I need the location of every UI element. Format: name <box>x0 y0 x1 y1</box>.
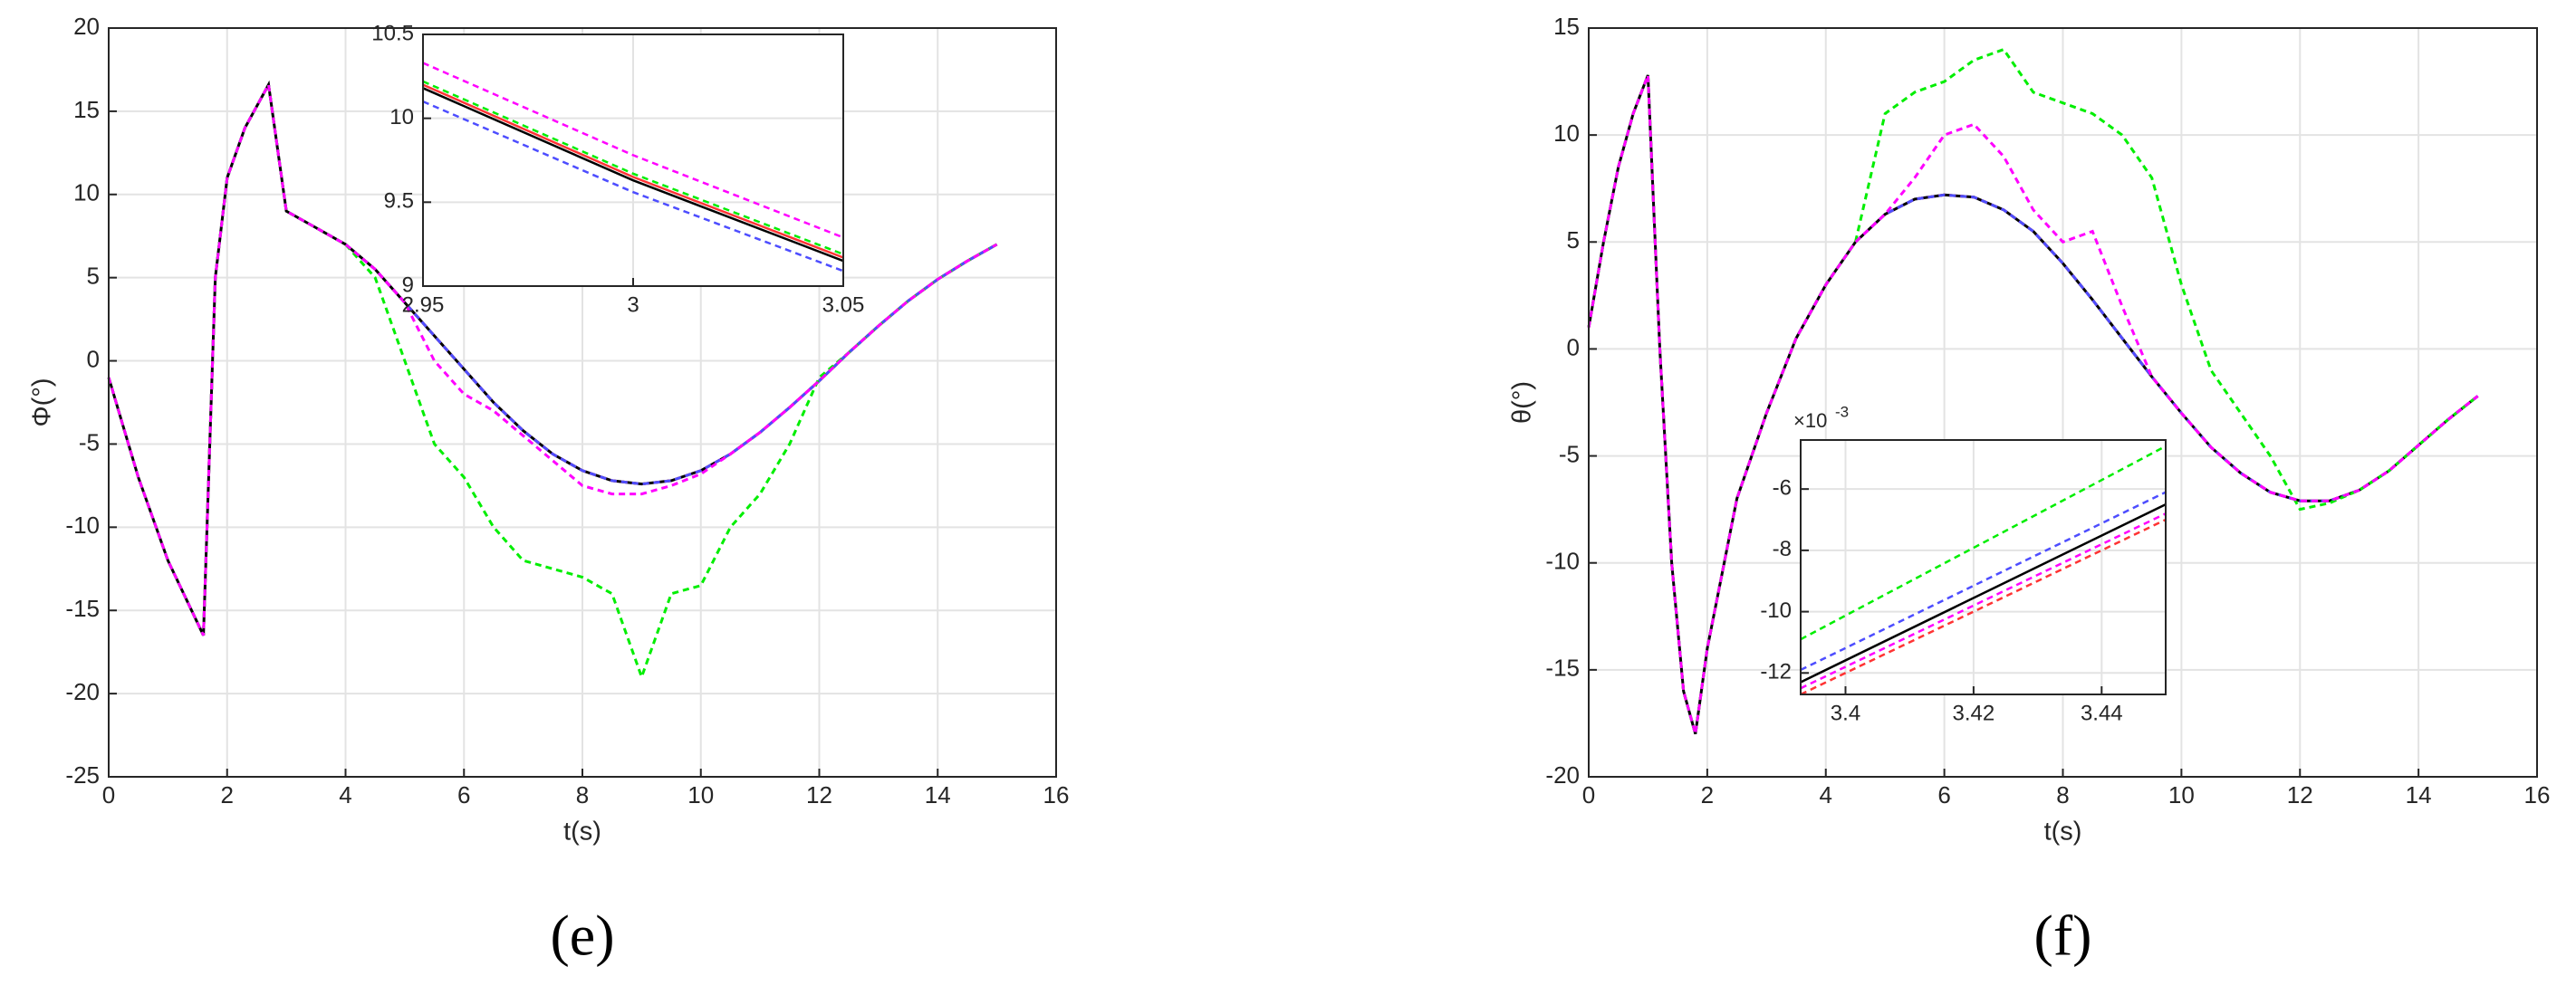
caption: (e) <box>550 904 614 968</box>
y-tick-label: 10 <box>73 179 100 206</box>
data-line <box>1587 74 2479 735</box>
data-line <box>422 87 844 263</box>
x-tick-label: 14 <box>2406 781 2432 808</box>
y-tick-label: 5 <box>87 263 100 290</box>
data-line <box>422 80 844 255</box>
y-tick-label: -8 <box>1773 537 1792 561</box>
y-tick-label: 9.5 <box>384 189 414 214</box>
x-tick-label: 16 <box>2524 781 2551 808</box>
y-exponent: -3 <box>1835 403 1849 420</box>
y-tick-label: -10 <box>1760 598 1792 623</box>
x-tick-label: 10 <box>2168 781 2195 808</box>
y-tick-label: 0 <box>1567 333 1580 360</box>
x-tick-label: 12 <box>806 781 832 808</box>
x-tick-label: 3 <box>627 292 639 317</box>
axes-box <box>1588 27 2538 778</box>
x-axis-label: t(s) <box>563 818 601 847</box>
x-tick-label: 2.95 <box>402 292 445 317</box>
y-tick-label: -6 <box>1773 476 1792 501</box>
data-line <box>422 62 844 239</box>
axes-box <box>422 33 844 287</box>
x-axis-label: t(s) <box>2044 818 2082 847</box>
y-tick-label: -10 <box>1545 548 1580 575</box>
y-tick-label: -20 <box>1545 761 1580 789</box>
x-tick-label: 6 <box>1937 781 1950 808</box>
x-tick-label: 12 <box>2287 781 2313 808</box>
y-tick-label: 5 <box>1567 226 1580 254</box>
x-tick-label: 10 <box>687 781 714 808</box>
y-tick-label: -25 <box>65 761 100 789</box>
data-line <box>1800 445 2167 641</box>
x-tick-label: 3.4 <box>1831 701 1860 725</box>
data-line <box>1800 502 2167 684</box>
inset-chart: 3.4 3.42 3.44 -12 -10 -8 -6 ×10 -3 <box>1760 403 2167 725</box>
x-tick-label: 8 <box>576 781 589 808</box>
data-line <box>1800 512 2167 690</box>
axes-box <box>1800 439 2167 695</box>
x-tick-label: 0 <box>102 781 115 808</box>
y-tick-label: 10.5 <box>371 21 414 45</box>
x-tick-label: 3.05 <box>822 292 865 317</box>
data-line <box>422 83 844 259</box>
y-multiplier: ×10 <box>1793 409 1827 432</box>
x-tick-label: 2 <box>221 781 234 808</box>
data-line <box>422 100 844 273</box>
x-tick-label: 3.42 <box>1953 701 1995 725</box>
x-tick-label: 4 <box>1820 781 1832 808</box>
y-tick-label: -5 <box>79 428 100 455</box>
x-tick-label: 2 <box>1701 781 1714 808</box>
data-line <box>1800 491 2167 672</box>
y-tick-label: 15 <box>1553 13 1580 40</box>
y-tick-label: -12 <box>1760 660 1792 684</box>
x-tick-label: 4 <box>339 781 351 808</box>
x-tick-label: 8 <box>2056 781 2069 808</box>
caption: (f) <box>2034 904 2092 968</box>
y-tick-label: 10 <box>389 105 414 129</box>
y-tick-label: 15 <box>73 96 100 123</box>
x-tick-label: 6 <box>457 781 470 808</box>
x-tick-label: 3.44 <box>2081 701 2123 725</box>
y-tick-label: 0 <box>87 345 100 372</box>
y-tick-label: 9 <box>402 273 414 297</box>
y-tick-label: -15 <box>1545 655 1580 682</box>
x-tick-label: 16 <box>1043 781 1070 808</box>
axes-box <box>108 27 1057 778</box>
data-line <box>1800 518 2167 696</box>
y-tick-label: 10 <box>1553 120 1580 147</box>
y-axis-label: θ(°) <box>1508 381 1537 424</box>
inset-chart: 2.95 3 3.05 9 9.5 10 10.5 <box>371 21 864 317</box>
x-tick-label: 0 <box>1582 781 1595 808</box>
y-tick-label: -15 <box>65 595 100 622</box>
y-axis-label: Φ(°) <box>28 378 57 426</box>
y-tick-label: -10 <box>65 512 100 539</box>
y-tick-label: 20 <box>73 13 100 40</box>
x-tick-label: 14 <box>925 781 951 808</box>
y-tick-label: -5 <box>1559 440 1580 467</box>
y-tick-label: -20 <box>65 678 100 705</box>
